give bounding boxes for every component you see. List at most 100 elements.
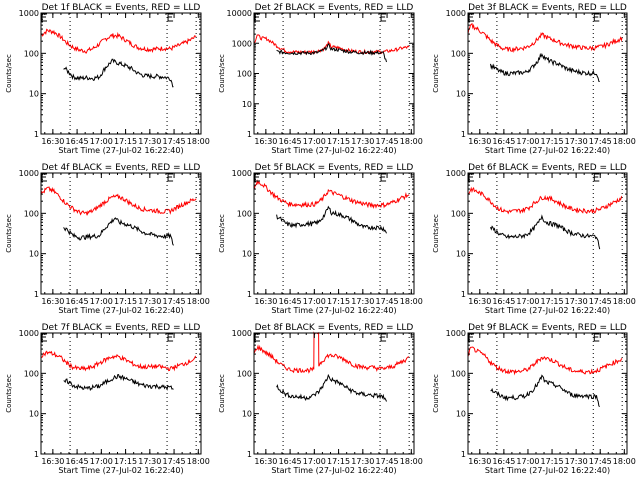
plot-frame — [467, 12, 628, 135]
x-axis-label: Start Time (27-Jul-02 16:22:40) — [485, 306, 610, 315]
x-tick-label: 17:15 — [114, 137, 137, 146]
y-tick-label: 10 — [456, 90, 466, 99]
x-tick-label: 18:00 — [187, 137, 210, 146]
x-tick-label: 17:30 — [565, 137, 588, 146]
y-axis-label: Counts/sec — [5, 214, 13, 253]
plot-frame — [467, 332, 628, 455]
y-axis-label: Counts/sec — [218, 54, 226, 93]
y-tick-label: 10 — [29, 90, 39, 99]
x-axis-label: Start Time (27-Jul-02 16:22:40) — [485, 466, 610, 475]
panel-title: Det 8f BLACK = Events, RED = LLD — [255, 323, 414, 333]
x-tick-label: 16:45 — [279, 457, 302, 466]
panel-title: Det 3f BLACK = Events, RED = LLD — [468, 3, 627, 13]
x-tick-label: 18:00 — [187, 457, 210, 466]
y-tick-label: 1 — [247, 290, 252, 299]
y-tick-label: 10 — [456, 250, 466, 259]
y-tick-label: 100 — [24, 49, 39, 58]
x-axis-label: Start Time (27-Jul-02 16:22:40) — [58, 466, 183, 475]
series-events — [276, 43, 387, 63]
series-lld — [40, 28, 197, 54]
y-tick-label: 1000 — [446, 9, 466, 18]
panel-det-6: Det 6f BLACK = Events, RED = LLD 1 10 100 10… — [432, 163, 636, 315]
x-tick-label: 17:00 — [516, 137, 539, 146]
panel-det-2: Det 2f BLACK = Events, RED = LLD 1 10 100 10… — [218, 3, 423, 155]
x-tick-label: 17:00 — [516, 457, 539, 466]
panel-det-4: Det 4f BLACK = Events, RED = LLD 1 10 100 10… — [5, 163, 210, 315]
eclipse-marker — [593, 333, 600, 342]
plot-frame — [467, 172, 628, 295]
x-tick-label: 17:30 — [565, 457, 588, 466]
x-tick-label: 16:45 — [279, 297, 302, 306]
panel-title: Det 1f BLACK = Events, RED = LLD — [42, 3, 201, 13]
y-tick-label: 1000 — [19, 9, 39, 18]
x-axis-label: Start Time (27-Jul-02 16:22:40) — [485, 146, 610, 155]
eclipse-marker — [167, 333, 174, 342]
panel-det-7: Det 7f BLACK = Events, RED = LLD 1 10 100 10… — [5, 323, 210, 475]
series-lld — [467, 186, 623, 215]
x-tick-label: 17:15 — [541, 457, 564, 466]
x-tick-label: 17:00 — [303, 457, 326, 466]
x-tick-label: 16:30 — [41, 297, 64, 306]
x-tick-label: 17:15 — [114, 457, 137, 466]
series-events — [490, 374, 601, 408]
x-tick-label: 17:00 — [90, 457, 113, 466]
x-tick-label: 17:30 — [351, 297, 374, 306]
eclipse-marker — [593, 13, 600, 22]
y-axis-label: Counts/sec — [218, 374, 226, 413]
y-tick-label: 10 — [242, 250, 252, 259]
x-tick-label: 17:15 — [327, 457, 350, 466]
x-tick-label: 16:30 — [254, 297, 277, 306]
x-tick-label: 17:00 — [303, 297, 326, 306]
y-axis-label: Counts/sec — [218, 214, 226, 253]
eclipse-marker — [167, 173, 174, 182]
y-tick-label: 1 — [34, 450, 39, 459]
x-axis-label: Start Time (27-Jul-02 16:22:40) — [271, 146, 396, 155]
series-events — [63, 374, 174, 392]
y-tick-label: 1 — [461, 290, 466, 299]
y-tick-label: 10 — [242, 100, 252, 109]
panel-det-5: Det 5f BLACK = Events, RED = LLD 1 10 100 10… — [218, 163, 423, 315]
y-tick-label: 100 — [237, 369, 252, 378]
x-tick-label: 17:45 — [589, 137, 612, 146]
panel-title: Det 5f BLACK = Events, RED = LLD — [255, 163, 414, 173]
x-axis-label: Start Time (27-Jul-02 16:22:40) — [58, 306, 183, 315]
y-tick-label: 10 — [29, 410, 39, 419]
x-tick-label: 16:45 — [66, 457, 89, 466]
y-tick-label: 1 — [34, 290, 39, 299]
x-tick-label: 17:15 — [541, 297, 564, 306]
series-lld — [467, 22, 623, 53]
plot-frame — [253, 12, 415, 135]
panel-title: Det 9f BLACK = Events, RED = LLD — [468, 323, 627, 333]
panel-title: Det 7f BLACK = Events, RED = LLD — [42, 323, 201, 333]
y-tick-label: 10 — [456, 410, 466, 419]
x-tick-label: 17:15 — [327, 137, 350, 146]
x-tick-label: 16:30 — [468, 457, 491, 466]
y-axis-label: Counts/sec — [432, 54, 440, 93]
x-tick-label: 17:30 — [351, 457, 374, 466]
x-tick-label: 17:15 — [327, 297, 350, 306]
x-tick-label: 17:00 — [516, 297, 539, 306]
plot-frame — [253, 332, 415, 455]
panel-title: Det 4f BLACK = Events, RED = LLD — [42, 163, 201, 173]
y-tick-label: 100 — [451, 49, 466, 58]
x-tick-label: 17:15 — [541, 137, 564, 146]
x-tick-label: 17:30 — [138, 137, 161, 146]
x-tick-label: 17:30 — [138, 457, 161, 466]
x-tick-label: 18:00 — [400, 457, 423, 466]
series-lld — [253, 179, 410, 209]
panel-title: Det 2f BLACK = Events, RED = LLD — [255, 3, 414, 13]
series-lld — [40, 186, 197, 216]
x-tick-label: 18:00 — [400, 137, 423, 146]
y-tick-label: 10 — [29, 250, 39, 259]
x-tick-label: 17:30 — [351, 137, 374, 146]
x-tick-label: 17:00 — [90, 297, 113, 306]
y-tick-label: 1000 — [446, 169, 466, 178]
x-axis-label: Start Time (27-Jul-02 16:22:40) — [271, 466, 396, 475]
x-tick-label: 17:45 — [589, 457, 612, 466]
x-tick-label: 17:45 — [163, 297, 186, 306]
y-tick-label: 1 — [247, 130, 252, 139]
x-axis-label: Start Time (27-Jul-02 16:22:40) — [58, 146, 183, 155]
y-tick-label: 1000 — [19, 329, 39, 338]
x-tick-label: 16:30 — [41, 137, 64, 146]
